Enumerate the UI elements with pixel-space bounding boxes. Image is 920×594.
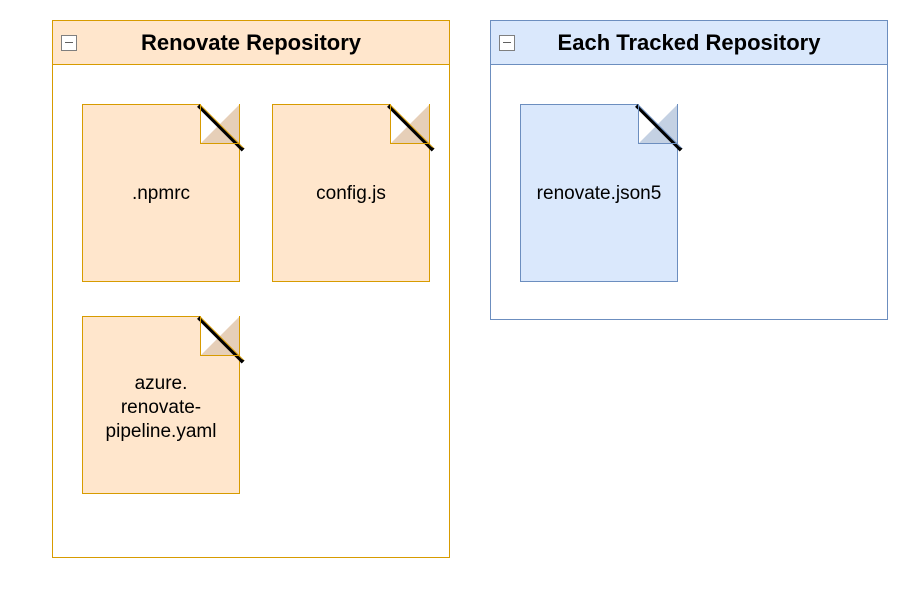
- file-configjs: config.js: [272, 104, 430, 282]
- file-fold-edge: [200, 316, 201, 356]
- file-label: renovate.json5: [520, 182, 678, 206]
- collapse-icon[interactable]: [499, 35, 515, 51]
- file-label: azure.renovate-pipeline.yaml: [82, 372, 240, 443]
- file-fold-edge: [677, 104, 678, 144]
- file-fold-edge: [200, 143, 240, 144]
- file-fold-edge: [429, 104, 430, 144]
- file-renovate-json5: renovate.json5: [520, 104, 678, 282]
- group-title: Renovate Repository: [141, 30, 361, 56]
- file-fold-notch: [200, 103, 241, 144]
- file-fold-edge: [200, 104, 201, 144]
- file-label: .npmrc: [82, 182, 240, 206]
- group-header: Renovate Repository: [53, 21, 449, 65]
- file-fold-notch: [200, 315, 241, 356]
- file-fold-edge: [638, 104, 639, 144]
- file-azure-renovate-pipeline-yaml: azure.renovate-pipeline.yaml: [82, 316, 240, 494]
- file-fold-notch: [390, 103, 431, 144]
- group-header: Each Tracked Repository: [491, 21, 887, 65]
- file-npmrc: .npmrc: [82, 104, 240, 282]
- file-fold-edge: [239, 316, 240, 356]
- file-label: config.js: [272, 182, 430, 206]
- file-fold-notch: [638, 103, 679, 144]
- file-fold-edge: [390, 104, 391, 144]
- file-fold-edge: [239, 104, 240, 144]
- diagram-canvas: { "type": "infographic", "canvas": { "wi…: [0, 0, 920, 594]
- collapse-icon[interactable]: [61, 35, 77, 51]
- group-title: Each Tracked Repository: [558, 30, 821, 56]
- file-fold-edge: [390, 143, 430, 144]
- file-fold-edge: [638, 143, 678, 144]
- file-fold-edge: [200, 355, 240, 356]
